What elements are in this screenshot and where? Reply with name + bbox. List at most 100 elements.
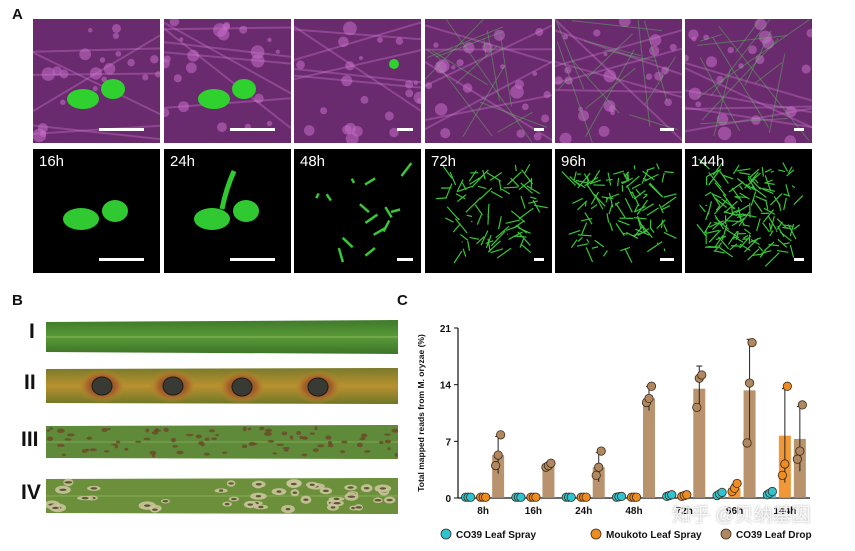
timepoint-label-96h: 96h [561, 153, 587, 170]
fungus-image-48h: 48h [294, 149, 421, 273]
legend-label: CO39 Leaf Spray [456, 530, 536, 541]
scale-bar [660, 258, 674, 261]
legend-marker [440, 528, 452, 540]
scale-bar [397, 128, 413, 131]
fungus-image-96h: 96h [555, 149, 682, 273]
y-tick-label: 0 [445, 494, 451, 505]
bar-co39-leaf-drop-48h [643, 398, 655, 498]
y-tick-label: 14 [440, 381, 452, 392]
leaf-label-3: III [21, 428, 39, 451]
data-point [644, 393, 654, 404]
data-point [777, 470, 787, 480]
bar-co39-leaf-drop-72h [693, 388, 706, 498]
legend-entry-co39-leaf-spray: CO39 Leaf Spray [440, 528, 536, 541]
fungus-image-144h: 144h [685, 149, 812, 273]
x-tick-label-96h: 96h [726, 506, 743, 517]
legend-entry-moukoto-leaf-spray: Moukoto Leaf Spray [590, 528, 702, 541]
data-point [591, 470, 601, 480]
merged-image-48h [294, 19, 421, 143]
fungus-image-72h: 72h [425, 149, 552, 273]
scale-bar [660, 128, 674, 131]
data-point [546, 458, 556, 468]
merged-image-24h [164, 19, 291, 143]
legend-label: Moukoto Leaf Spray [606, 530, 702, 541]
scale-bar [534, 128, 544, 131]
data-point [795, 446, 805, 456]
data-point [496, 430, 506, 440]
scale-bar [99, 128, 144, 131]
data-point [780, 459, 790, 469]
data-point [767, 486, 777, 497]
data-point [782, 381, 792, 391]
y-axis-label: Total mapped reads from M. oryzae (%) [416, 334, 426, 492]
data-point [667, 490, 677, 500]
merged-image-144h [685, 19, 812, 143]
scale-bar [230, 258, 275, 261]
leaf-label-1: I [29, 320, 35, 343]
legend-entry-co39-leaf-drop: CO39 Leaf Drop [720, 528, 812, 541]
data-point [697, 370, 707, 380]
scale-bar [534, 258, 544, 261]
data-point [692, 402, 702, 412]
watermark: 知乎 @贝纳基因 [672, 505, 811, 526]
merged-image-72h [425, 19, 552, 143]
panel-c-letter: C [397, 292, 408, 309]
data-point [744, 378, 755, 388]
y-tick-label: 21 [440, 324, 452, 335]
scale-bar [99, 258, 144, 261]
x-tick-label-48h: 48h [625, 506, 642, 517]
legend-marker [720, 528, 732, 540]
legend-marker [590, 528, 602, 540]
data-point [616, 491, 627, 501]
leaf-label-4: IV [21, 481, 41, 504]
timepoint-label-48h: 48h [300, 153, 326, 170]
data-point [646, 381, 657, 391]
bar-co39-leaf-drop-16h [542, 465, 555, 498]
data-point [493, 450, 503, 460]
timepoint-label-72h: 72h [431, 153, 457, 170]
panel-c-bar-chart: 0 7 14 21 Total mapped reads from M. oryzae … [416, 324, 812, 541]
data-point [481, 492, 491, 502]
y-tick-label: 7 [445, 437, 451, 448]
data-point [682, 490, 692, 500]
leaf-healthy [46, 319, 398, 355]
data-point [466, 492, 476, 502]
data-point [531, 492, 541, 502]
timepoint-label-16h: 16h [39, 153, 65, 170]
data-point [732, 478, 742, 489]
data-point [797, 400, 807, 410]
leaf-drop-inoculated [46, 366, 398, 406]
merged-image-16h [33, 19, 160, 143]
panel-a-letter: A [12, 6, 23, 23]
timepoint-label-24h: 24h [170, 153, 196, 170]
data-point [747, 337, 757, 348]
data-point [596, 446, 606, 456]
x-tick-label-24h: 24h [575, 506, 592, 517]
legend-label: CO39 Leaf Drop [736, 530, 812, 541]
data-point [792, 454, 802, 464]
merged-image-96h [555, 19, 682, 143]
leaf-spray-co39 [46, 423, 398, 461]
scale-bar [397, 258, 413, 261]
data-point [717, 487, 727, 497]
fungus-image-24h: 24h [164, 149, 291, 273]
data-point [566, 492, 576, 502]
scale-bar [230, 128, 275, 131]
timepoint-label-144h: 144h [691, 153, 725, 170]
leaf-label-2: II [24, 371, 36, 394]
x-tick-label-16h: 16h [525, 506, 542, 517]
data-point [594, 462, 604, 472]
data-point [581, 492, 591, 502]
scale-bar [794, 128, 804, 131]
fungus-image-16h: 16h [33, 149, 160, 273]
x-tick-label-8h: 8h [477, 506, 489, 517]
scale-bar [794, 258, 804, 261]
data-point [631, 492, 642, 502]
x-tick-label-72h: 72h [676, 506, 693, 517]
x-tick-label-144h: 144h [773, 506, 796, 517]
data-point [742, 438, 752, 448]
panel-b-letter: B [12, 292, 23, 309]
data-point [491, 461, 501, 471]
data-point [516, 492, 526, 502]
leaf-spray-moukoto [46, 476, 398, 516]
